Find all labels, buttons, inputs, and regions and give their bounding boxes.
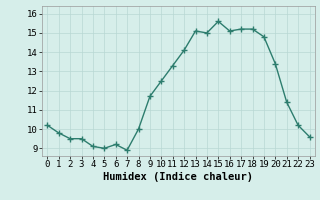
X-axis label: Humidex (Indice chaleur): Humidex (Indice chaleur)	[103, 172, 253, 182]
